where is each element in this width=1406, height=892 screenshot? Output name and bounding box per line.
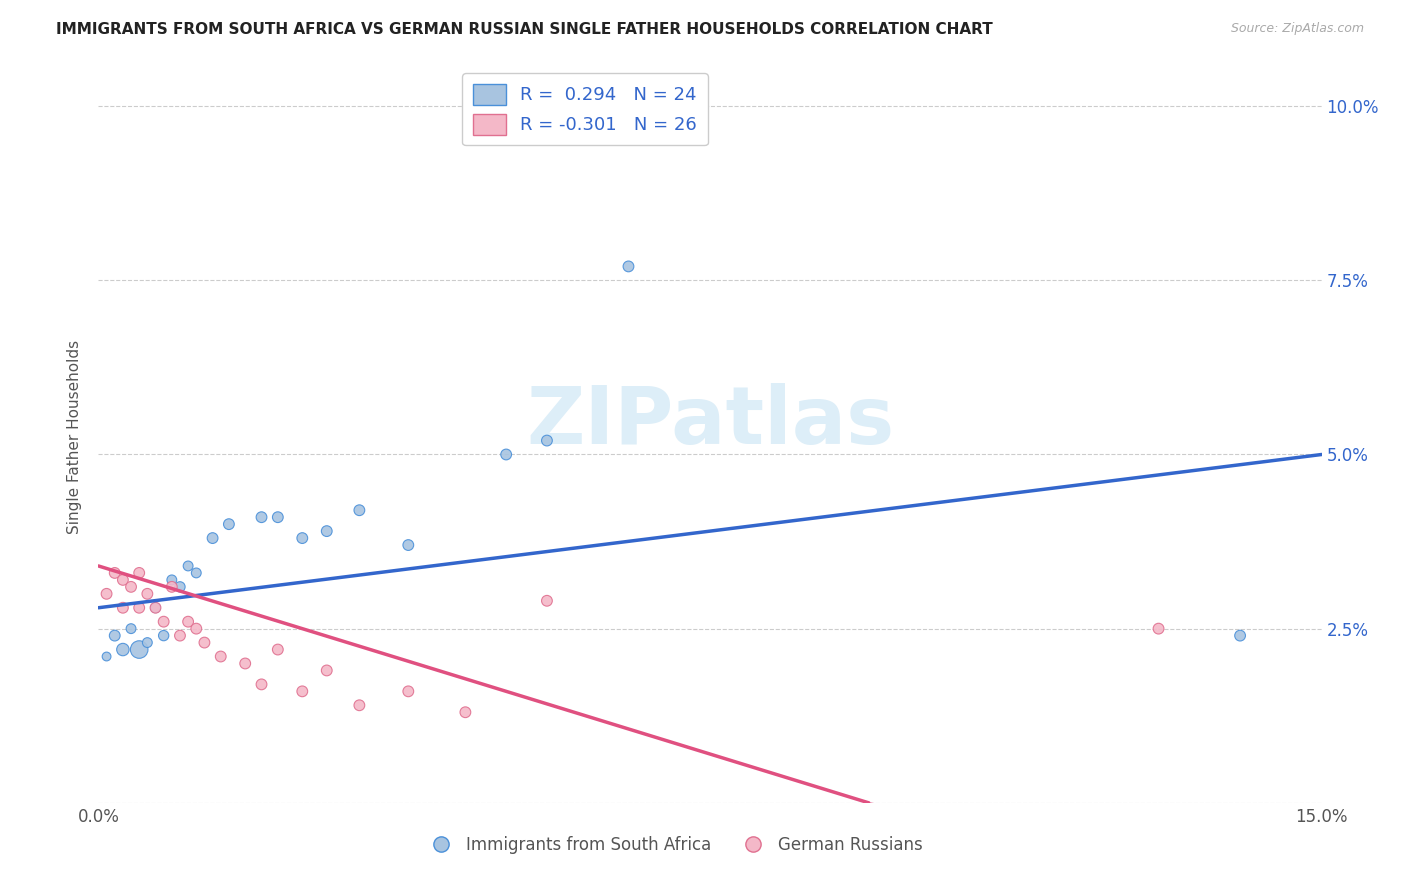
Point	[218, 517, 240, 532]
Point	[145, 600, 167, 615]
Point	[267, 642, 290, 657]
Text: Source: ZipAtlas.com: Source: ZipAtlas.com	[1230, 22, 1364, 36]
Point	[349, 503, 371, 517]
Point	[186, 622, 208, 636]
Point	[128, 566, 150, 580]
Point	[111, 573, 134, 587]
Point	[201, 531, 224, 545]
Point	[177, 558, 200, 573]
Point	[104, 566, 127, 580]
Point	[96, 649, 118, 664]
Point	[291, 684, 314, 698]
Point	[617, 260, 640, 274]
Point	[186, 566, 208, 580]
Point	[1147, 622, 1170, 636]
Text: IMMIGRANTS FROM SOUTH AFRICA VS GERMAN RUSSIAN SINGLE FATHER HOUSEHOLDS CORRELAT: IMMIGRANTS FROM SOUTH AFRICA VS GERMAN R…	[56, 22, 993, 37]
Point	[111, 600, 134, 615]
Point	[145, 600, 167, 615]
Point	[169, 580, 191, 594]
Point	[495, 448, 517, 462]
Point	[315, 664, 337, 678]
Point	[536, 594, 558, 608]
Point	[233, 657, 256, 671]
Legend: Immigrants from South Africa, German Russians: Immigrants from South Africa, German Rus…	[418, 829, 929, 860]
Point	[1229, 629, 1251, 643]
Point	[291, 531, 314, 545]
Point	[193, 635, 215, 649]
Point	[128, 642, 150, 657]
Point	[120, 622, 142, 636]
Point	[128, 600, 150, 615]
Point	[315, 524, 337, 538]
Point	[96, 587, 118, 601]
Point	[396, 538, 419, 552]
Point	[349, 698, 371, 713]
Text: ZIPatlas: ZIPatlas	[526, 384, 894, 461]
Point	[536, 434, 558, 448]
Point	[169, 629, 191, 643]
Point	[209, 649, 232, 664]
Point	[396, 684, 419, 698]
Point	[152, 615, 174, 629]
Point	[136, 635, 159, 649]
Point	[152, 629, 174, 643]
Point	[160, 573, 183, 587]
Point	[177, 615, 200, 629]
Point	[136, 587, 159, 601]
Y-axis label: Single Father Households: Single Father Households	[67, 340, 83, 534]
Point	[454, 705, 477, 719]
Point	[250, 677, 273, 691]
Point	[104, 629, 127, 643]
Point	[111, 642, 134, 657]
Point	[160, 580, 183, 594]
Point	[267, 510, 290, 524]
Point	[120, 580, 142, 594]
Point	[250, 510, 273, 524]
